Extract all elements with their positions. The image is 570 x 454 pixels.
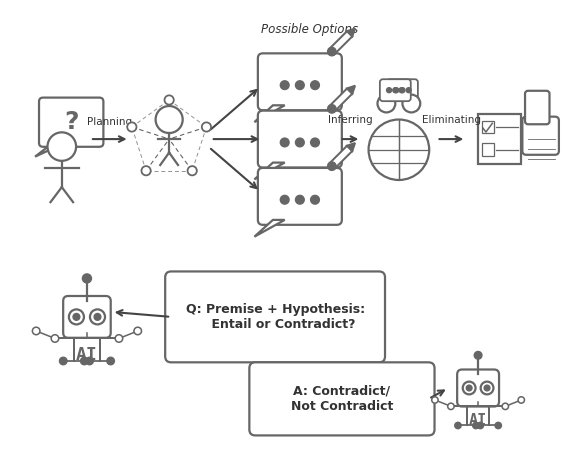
Circle shape: [474, 351, 482, 359]
Circle shape: [295, 195, 304, 204]
Circle shape: [86, 357, 93, 365]
Circle shape: [455, 422, 461, 429]
Circle shape: [447, 403, 454, 410]
Circle shape: [295, 138, 304, 147]
Text: AI: AI: [76, 346, 98, 364]
Polygon shape: [347, 86, 355, 94]
Text: Possible Options: Possible Options: [261, 23, 359, 35]
FancyBboxPatch shape: [258, 168, 342, 225]
Text: Eliminating: Eliminating: [422, 115, 481, 125]
FancyBboxPatch shape: [457, 370, 499, 406]
FancyBboxPatch shape: [380, 79, 411, 101]
FancyBboxPatch shape: [165, 271, 385, 362]
Circle shape: [481, 382, 494, 395]
Circle shape: [156, 106, 183, 133]
Circle shape: [484, 385, 490, 391]
Polygon shape: [35, 143, 65, 157]
FancyBboxPatch shape: [258, 111, 342, 168]
Polygon shape: [254, 163, 284, 179]
Polygon shape: [329, 31, 352, 54]
Circle shape: [518, 397, 524, 403]
Circle shape: [394, 88, 398, 93]
Circle shape: [399, 88, 404, 93]
Polygon shape: [329, 146, 352, 169]
Text: ?: ?: [64, 110, 79, 134]
Circle shape: [477, 422, 483, 429]
Circle shape: [202, 123, 211, 132]
Bar: [482, 121, 494, 133]
Circle shape: [311, 138, 319, 147]
Circle shape: [83, 274, 91, 283]
Circle shape: [115, 335, 123, 342]
FancyBboxPatch shape: [258, 54, 342, 110]
Polygon shape: [329, 89, 352, 112]
Circle shape: [107, 357, 115, 365]
FancyBboxPatch shape: [39, 98, 103, 147]
Circle shape: [295, 81, 304, 89]
Circle shape: [94, 314, 101, 320]
Text: Inferring: Inferring: [328, 115, 373, 125]
Bar: [482, 143, 494, 156]
Text: A: Contradict/
Not Contradict: A: Contradict/ Not Contradict: [291, 385, 393, 413]
Circle shape: [328, 162, 336, 170]
Circle shape: [51, 335, 59, 342]
Circle shape: [32, 327, 40, 335]
Polygon shape: [254, 105, 284, 122]
Circle shape: [473, 422, 479, 429]
Circle shape: [400, 88, 405, 93]
Circle shape: [73, 314, 80, 320]
Polygon shape: [254, 220, 284, 237]
Circle shape: [431, 397, 438, 403]
Circle shape: [393, 88, 398, 93]
Circle shape: [188, 166, 197, 175]
Text: Q: Premise + Hypothesis:
    Entail or Contradict?: Q: Premise + Hypothesis: Entail or Contr…: [185, 303, 365, 331]
Circle shape: [402, 94, 420, 113]
Polygon shape: [347, 29, 355, 36]
FancyBboxPatch shape: [63, 296, 111, 338]
Circle shape: [463, 382, 475, 395]
Circle shape: [377, 94, 396, 113]
Circle shape: [90, 309, 105, 325]
Circle shape: [280, 138, 289, 147]
Circle shape: [466, 385, 472, 391]
Circle shape: [141, 166, 150, 175]
Circle shape: [369, 119, 429, 180]
Circle shape: [280, 195, 289, 204]
FancyBboxPatch shape: [249, 362, 434, 435]
Circle shape: [328, 48, 336, 55]
FancyBboxPatch shape: [525, 91, 549, 124]
Circle shape: [165, 95, 174, 104]
Circle shape: [80, 357, 88, 365]
Circle shape: [328, 105, 336, 113]
Circle shape: [280, 81, 289, 89]
Circle shape: [127, 123, 136, 132]
Circle shape: [47, 132, 76, 161]
Bar: [478, 114, 522, 164]
FancyBboxPatch shape: [522, 117, 559, 155]
Circle shape: [495, 422, 502, 429]
FancyBboxPatch shape: [387, 79, 418, 101]
Circle shape: [311, 81, 319, 89]
Circle shape: [386, 88, 392, 93]
Circle shape: [134, 327, 141, 335]
Circle shape: [406, 88, 411, 93]
Polygon shape: [347, 143, 355, 151]
Circle shape: [502, 403, 508, 410]
Text: AI: AI: [469, 413, 487, 428]
Circle shape: [311, 195, 319, 204]
Circle shape: [69, 309, 84, 325]
Text: Planning: Planning: [87, 117, 132, 127]
Circle shape: [59, 357, 67, 365]
